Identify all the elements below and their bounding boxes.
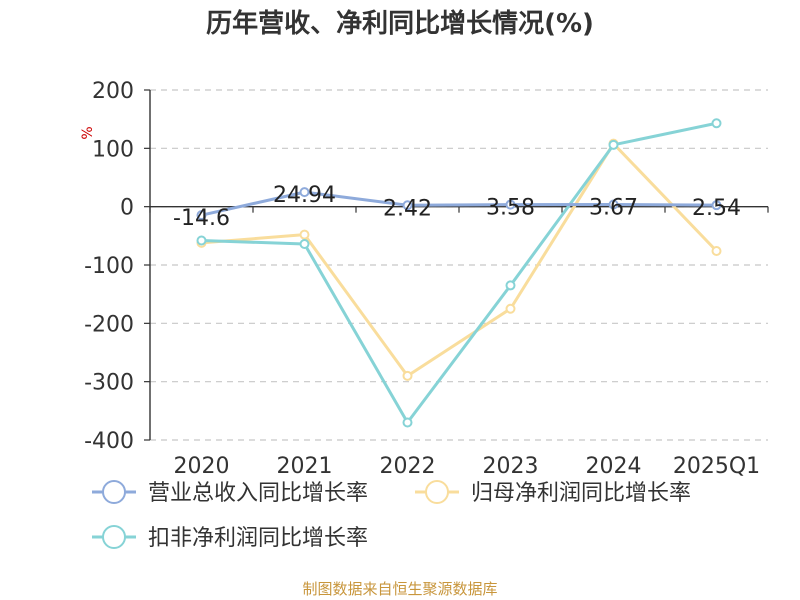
series-point bbox=[299, 239, 310, 249]
series-point bbox=[402, 417, 413, 428]
data-label: 2.42 bbox=[383, 196, 432, 221]
x-tick-label: 2021 bbox=[277, 454, 333, 479]
data-label: 24.94 bbox=[273, 183, 336, 208]
legend-marker bbox=[425, 480, 449, 504]
series-point bbox=[505, 303, 516, 314]
y-tick-label: -100 bbox=[84, 254, 134, 279]
legend-marker bbox=[102, 525, 126, 549]
legend-item: 归母净利润同比增长率 bbox=[415, 480, 691, 506]
legend-label: 归母净利润同比增长率 bbox=[471, 481, 691, 506]
series-point bbox=[196, 235, 207, 246]
axes: 200 100 0 -100 -200 -300 -400 2020 2021 2022 2023 2… bbox=[84, 79, 769, 479]
x-tick-label: 2022 bbox=[380, 454, 436, 479]
grid bbox=[150, 89, 768, 441]
series-layer bbox=[196, 118, 722, 428]
x-tick-label: 2024 bbox=[586, 454, 642, 479]
series-point bbox=[711, 200, 722, 211]
x-tick-label: 2020 bbox=[174, 454, 230, 479]
x-tick-label: 2023 bbox=[483, 454, 539, 479]
data-label: 2.54 bbox=[692, 196, 741, 221]
series-point bbox=[608, 199, 619, 210]
legend-label: 营业总收入同比增长率 bbox=[148, 481, 368, 506]
series-point bbox=[505, 280, 516, 291]
series-point bbox=[711, 246, 722, 256]
series-point bbox=[402, 370, 413, 381]
y-axis-unit: % bbox=[80, 126, 96, 139]
series-point bbox=[711, 118, 722, 129]
y-tick-label: 0 bbox=[120, 196, 134, 221]
y-tick-label: 100 bbox=[92, 137, 134, 162]
legend-item: 营业总收入同比增长率 bbox=[92, 480, 368, 506]
series-point bbox=[299, 187, 310, 198]
data-labels: -14.6 24.94 2.42 3.58 3.67 2.54 bbox=[173, 183, 741, 231]
legend-marker bbox=[102, 480, 126, 504]
series-point bbox=[402, 200, 413, 211]
series-line bbox=[201, 142, 718, 378]
y-tick-label: -400 bbox=[84, 429, 134, 454]
series-point bbox=[608, 139, 619, 150]
series-line bbox=[201, 190, 717, 217]
data-label: -14.6 bbox=[173, 206, 230, 231]
series-line bbox=[201, 121, 717, 424]
data-label: 3.58 bbox=[486, 196, 535, 221]
chart-title: 历年营收、净利同比增长情况(%) bbox=[206, 8, 594, 39]
y-tick-label: -300 bbox=[84, 371, 134, 396]
series-point bbox=[196, 210, 207, 221]
source-note: 制图数据来自恒生聚源数据库 bbox=[302, 580, 497, 598]
x-tick-label: 2025Q1 bbox=[673, 454, 760, 479]
legend-label: 扣非净利润同比增长率 bbox=[148, 526, 368, 551]
y-tick-label: -200 bbox=[84, 312, 134, 337]
legend-item: 扣非净利润同比增长率 bbox=[92, 525, 368, 551]
series-point bbox=[505, 199, 516, 210]
data-label: 3.67 bbox=[589, 196, 638, 221]
series-point bbox=[299, 229, 310, 240]
y-tick-label: 200 bbox=[92, 79, 134, 104]
